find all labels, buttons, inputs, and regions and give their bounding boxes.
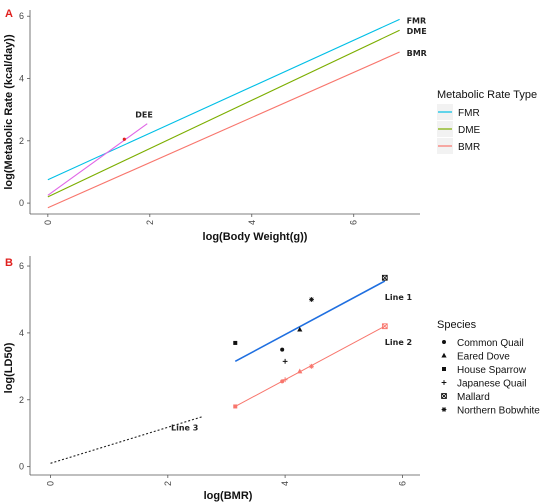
panel-a-y-tick-label: 2: [19, 136, 24, 146]
legend-b-entry-eared-dove: Eared Dove: [457, 352, 510, 363]
panel-b-point-red-eared-dove: [297, 368, 303, 374]
panel-b-points: [233, 274, 388, 409]
panel-b-label-line-3: Line 3: [171, 423, 198, 432]
legend-b-key-eared-dove: [441, 352, 447, 358]
legend-b-entry-common-quail: Common Quail: [457, 338, 524, 349]
legend-b-key-mallard: [441, 393, 447, 399]
panel-a-ticks: 0 2 4 6 0 2 4 6: [19, 11, 359, 225]
panel-a-series-dme-line: [47, 29, 400, 198]
panel-b-x-tick-label: 6: [397, 481, 407, 486]
panel-b-line-1: [234, 280, 386, 363]
panel-b-point-red-common-quail: [280, 379, 285, 384]
legend-a: FMR DME BMR: [437, 104, 481, 154]
panel-b-point-red-japanese-quail: [282, 377, 288, 383]
panel-a-y-axis-title: log(Metabolic Rate (kcal/day)): [3, 34, 15, 190]
panel-b-line-labels: Line 1 Line 2 Line 3: [171, 293, 413, 432]
panel-b-point-red-mallard: [381, 323, 388, 330]
panel-b-label: B: [5, 257, 13, 269]
panel-b-label-line-2: Line 2: [385, 338, 412, 347]
legend-b-key-northern-bobwhite: [441, 407, 447, 412]
panel-b-y-tick-label: 2: [19, 395, 24, 405]
legend-a-entry-bmr: BMR: [458, 142, 480, 153]
panel-b-lines: [50, 280, 386, 464]
panel-b-point-red-northern-bobwhite: [309, 363, 314, 369]
panel-b-x-tick-label: 2: [163, 481, 173, 486]
legend-b-key-house-sparrow: [442, 367, 446, 371]
panel-a-label-bmr: BMR: [407, 49, 427, 58]
panel-a-series-bmr-line: [47, 51, 400, 209]
panel-a-label-fmr: FMR: [407, 16, 427, 25]
legend-b-entry-mallard: Mallard: [457, 392, 490, 403]
legend-b-entry-house-sparrow: House Sparrow: [457, 365, 527, 376]
legend-a-entry-dme: DME: [458, 125, 481, 136]
legend-b-entry-japanese-quail: Japanese Quail: [457, 379, 527, 390]
panel-a-y-tick-label: 4: [19, 74, 24, 84]
panel-a-line-labels: FMR DME BMR DEE: [135, 16, 427, 119]
panel-a-lines: [47, 18, 400, 209]
panel-a-x-tick-label: 0: [43, 220, 53, 225]
panel-b-point-mallard: [381, 274, 388, 281]
panel-a-label-dme: DME: [407, 27, 427, 36]
panel-a-y-tick-label: 0: [19, 198, 24, 208]
panel-a-points: [122, 137, 126, 141]
panel-b-label-line-1: Line 1: [385, 293, 413, 302]
panel-b-x-axis-title: log(BMR): [204, 490, 253, 502]
panel-b-point-red-house-sparrow: [233, 404, 238, 409]
panel-b-x-tick-label: 0: [46, 481, 56, 486]
panel-a-x-axis-title: log(Body Weight(g)): [203, 231, 308, 243]
panel-a-series-fmr-line: [47, 18, 400, 181]
legend-b: Common Quail Eared Dove House Sparrow Japan…: [441, 338, 540, 417]
panel-b-y-axis-title: log(LD50): [3, 342, 15, 393]
legend-b-key-common-quail: [442, 340, 446, 344]
panel-b-y-tick-label: 0: [19, 462, 24, 472]
legend-a-title: Metabolic Rate Type: [437, 89, 537, 101]
legend-a-entry-fmr: FMR: [458, 108, 480, 119]
panel-b-point-house-sparrow: [233, 340, 238, 345]
panel-a-x-tick-label: 4: [247, 220, 257, 225]
panel-a-dee-point: [122, 137, 126, 141]
legend-b-title: Species: [437, 319, 477, 331]
panel-b-x-tick-label: 4: [280, 481, 290, 486]
legend-b-key-japanese-quail: [441, 380, 447, 385]
panel-b-ticks: 0 2 4 6 0 2 4 6: [19, 261, 407, 486]
panel-a-x-tick-label: 2: [145, 220, 155, 225]
panel-a-label-dee: DEE: [135, 111, 153, 120]
panel-a-x-tick-label: 6: [349, 220, 359, 225]
panel-b-y-tick-label: 4: [19, 328, 24, 338]
panel-a-y-tick-label: 6: [19, 11, 24, 21]
legend-b-entry-northern-bobwhite: Northern Bobwhite: [457, 406, 540, 417]
panel-b-point-common-quail: [280, 347, 285, 352]
panel-b-line-3: [50, 415, 204, 464]
panel-a-series-dee-line: [47, 123, 148, 196]
panel-b-y-tick-label: 6: [19, 261, 24, 271]
panel-b-point-eared-dove: [297, 326, 303, 332]
panel-a-label: A: [5, 8, 13, 20]
panel-b-point-northern-bobwhite: [309, 297, 314, 302]
panel-b-point-japanese-quail: [282, 358, 288, 364]
